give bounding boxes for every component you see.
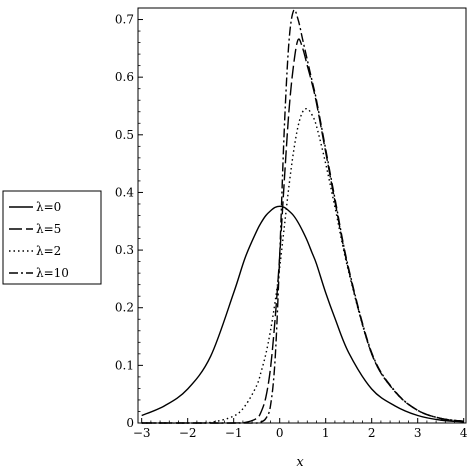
x-tick-label: 0: [276, 426, 284, 440]
y-tick-label: 0.1: [115, 358, 134, 372]
x-tick-label: 3: [414, 426, 422, 440]
y-tick-label: 0.2: [115, 301, 134, 315]
x-tick-label: 1: [322, 426, 330, 440]
plot-border: [137, 7, 467, 424]
x-tick-label: −1: [225, 426, 243, 440]
x-tick-label: −2: [179, 426, 197, 440]
series-line-2: [141, 108, 464, 424]
series-line-0: [141, 205, 464, 423]
legend-label: λ=10: [36, 266, 69, 280]
x-tick-label: −3: [133, 426, 151, 440]
series-line-3: [141, 9, 464, 424]
y-tick-label: 0: [126, 416, 134, 430]
legend-label: λ=5: [36, 222, 61, 236]
x-tick-label: 2: [368, 426, 376, 440]
y-tick-label: 0.3: [115, 243, 134, 257]
y-tick-label: 0.4: [115, 185, 134, 199]
x-tick-label: 4: [460, 426, 468, 440]
legend-label: λ=2: [36, 244, 61, 258]
x-axis-title: x: [296, 455, 304, 470]
y-tick-label: 0.7: [115, 13, 134, 27]
y-tick-label: 0.5: [115, 128, 134, 142]
legend-label: λ=0: [36, 200, 61, 214]
y-tick-label: 0.6: [115, 70, 134, 84]
